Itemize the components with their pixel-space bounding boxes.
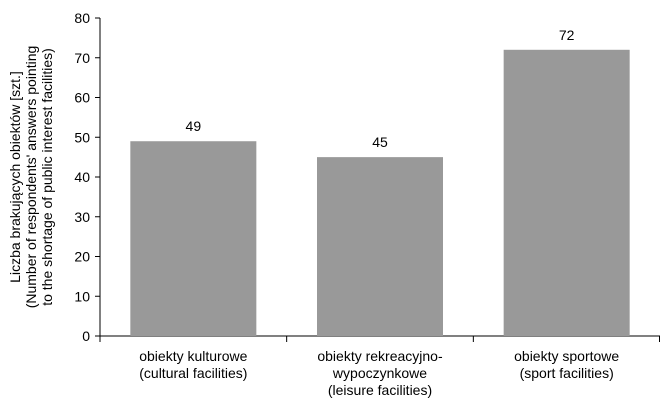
x-tick-label: obiekty sportowe (sport facilities) [514, 348, 619, 381]
y-tick-label: 20 [74, 249, 90, 265]
bar [503, 49, 630, 337]
y-tick-label: 0 [82, 328, 90, 344]
data-labels: 49 45 72 [186, 27, 575, 150]
bars [130, 49, 630, 337]
y-tick-label: 50 [74, 129, 90, 145]
y-tick-label: 10 [74, 288, 90, 304]
data-label: 49 [186, 118, 202, 134]
bar [130, 141, 257, 336]
y-axis-title-line: to the shortage of public interest facil… [39, 48, 55, 306]
y-axis-title-line: Liczba brakujących obiektów [szt.] [7, 71, 23, 283]
y-tick-label: 80 [74, 10, 90, 26]
y-tick-label: 30 [74, 209, 90, 225]
category-labels: obiekty kulturowe (cultural facilities) ob… [139, 348, 619, 398]
bar [317, 157, 443, 336]
y-tick-label: 40 [74, 169, 90, 185]
y-tick-label: 70 [74, 50, 90, 66]
y-axis-title: Liczba brakujących obiektów [szt.] (Numbe… [7, 46, 55, 309]
x-axis [99, 335, 660, 342]
data-label: 45 [372, 134, 388, 150]
x-tick-label: obiekty kulturowe (cultural facilities) [139, 348, 247, 381]
y-tick-label: 60 [74, 90, 90, 106]
y-axis: 0 10 20 30 40 50 60 70 80 [74, 10, 101, 344]
y-axis-title-line: (Number of respondents' answers pointing [23, 46, 39, 309]
data-label: 72 [559, 27, 575, 43]
x-tick-label: obiekty rekreacyjno-wypoczynkowe (leisure… [317, 348, 443, 398]
